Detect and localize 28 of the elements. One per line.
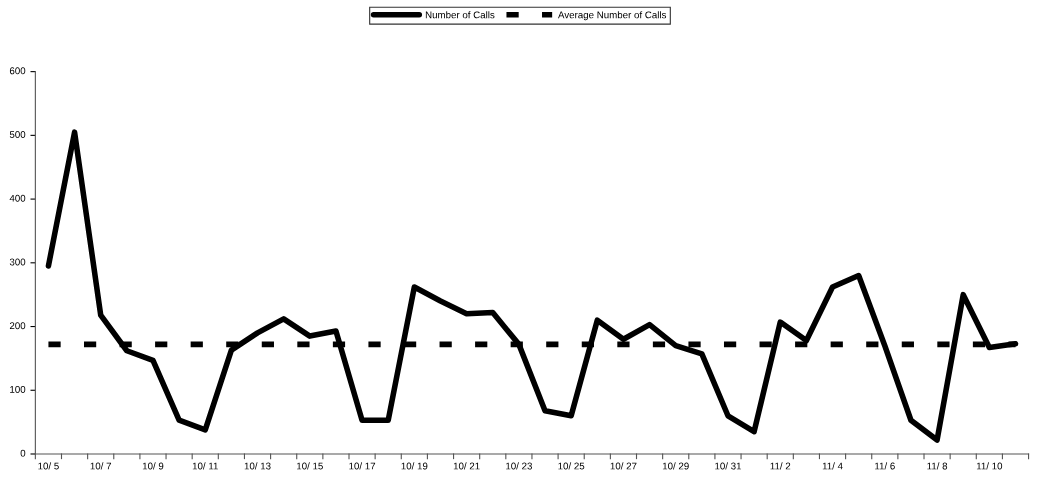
x-tick-label: 11/ 4 xyxy=(822,462,843,470)
y-tick-label: 100 xyxy=(10,385,26,393)
x-tick-label: 11/ 10 xyxy=(976,462,1003,470)
x-tick-label: 10/ 7 xyxy=(90,462,112,470)
y-tick-label: 300 xyxy=(9,258,26,266)
legend-label: Number of Calls xyxy=(425,11,495,19)
x-tick-label: 11/ 8 xyxy=(927,462,948,470)
x-tick-label: 11/ 6 xyxy=(875,462,895,470)
x-tick-label: 10/ 31 xyxy=(715,462,742,470)
y-tick-label: 200 xyxy=(9,322,26,330)
x-tick-label: 10/ 21 xyxy=(453,462,480,470)
y-tick-label: 600 xyxy=(9,67,26,75)
x-tick-label: 10/ 17 xyxy=(349,462,376,470)
x-tick-label: 11/ 2 xyxy=(770,462,791,470)
y-tick-label: 500 xyxy=(9,131,26,138)
legend-label: Average Number of Calls xyxy=(558,11,667,21)
x-tick-label: 10/ 13 xyxy=(244,462,271,470)
x-tick-label: 10/ 9 xyxy=(142,462,164,470)
x-tick-label: 10/ 11 xyxy=(192,462,218,470)
x-tick-label: 10/ 19 xyxy=(401,462,428,470)
x-tick-label: 10/ 23 xyxy=(506,462,532,470)
x-tick-label: 10/ 25 xyxy=(558,462,585,470)
x-tick-label: 10/ 27 xyxy=(610,462,637,470)
y-tick-label: 400 xyxy=(9,194,26,202)
y-tick-label: 0 xyxy=(20,449,26,457)
x-tick-label: 10/ 15 xyxy=(297,462,323,470)
x-tick-label: 10/ 29 xyxy=(662,462,689,470)
x-tick-label: 10/ 5 xyxy=(38,462,59,470)
